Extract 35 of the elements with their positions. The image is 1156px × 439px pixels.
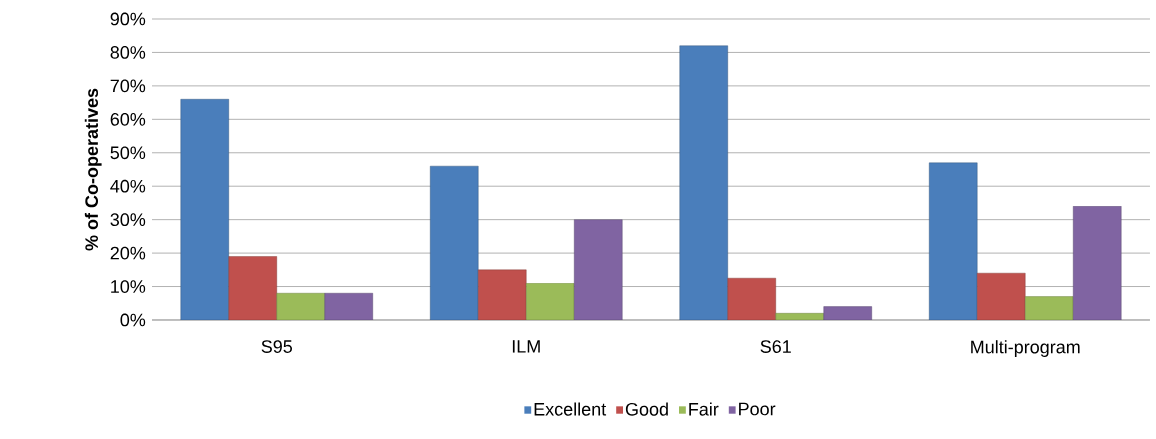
bar [775,313,824,320]
bar [180,99,229,320]
bar [1025,296,1074,320]
y-tick-label: 0% [120,313,146,327]
bar [574,219,623,320]
y-tick-label: 30% [110,213,146,227]
y-tick-label: 50% [110,146,146,160]
bar [526,283,575,320]
y-axis-title: % of Co-operatives [84,88,102,251]
bar [478,269,527,320]
bar [324,293,373,320]
bar [727,277,776,320]
y-tick-label: 60% [110,112,146,126]
bar [977,272,1026,320]
legend-label: Good [625,402,668,416]
bar [276,293,325,320]
y-tick-label: 80% [110,46,146,59]
x-tick-label: ILM [512,340,540,353]
x-tick-label: S61 [760,340,791,353]
y-tick-label: 20% [110,246,146,260]
y-tick-label: 90% [110,12,146,26]
bar [823,306,872,320]
x-tick-label: S95 [261,340,293,353]
legend-label: Poor [739,402,776,416]
bar [679,45,728,320]
y-tick-label: 40% [110,179,146,193]
legend-label: Excellent [534,402,607,416]
y-tick-label: 10% [111,280,146,293]
bar [228,256,277,320]
legend-label: Fair [689,402,719,416]
bar [1073,206,1122,320]
x-tick-label: Multi-program [971,340,1080,357]
y-tick-label: 70% [110,79,146,93]
bar [929,162,978,320]
bar [430,165,479,320]
